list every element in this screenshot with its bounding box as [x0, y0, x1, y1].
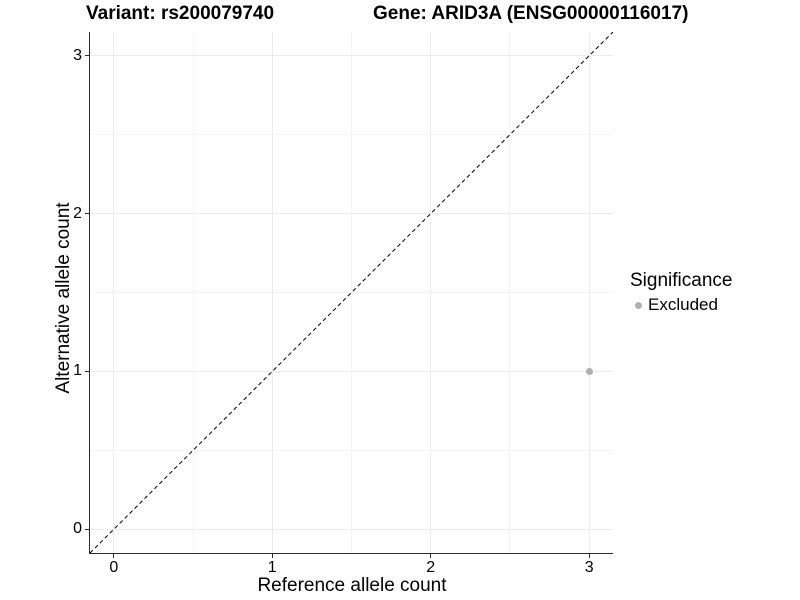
- y-axis-tick: [85, 370, 89, 372]
- legend: Significance Excluded: [630, 269, 732, 315]
- x-axis-tick: [430, 554, 432, 558]
- y-tick-label: 2: [73, 204, 82, 222]
- legend-item-excluded: Excluded: [630, 295, 732, 315]
- legend-dot-icon: [635, 301, 642, 309]
- major-gridline-horizontal: [90, 55, 613, 57]
- major-gridline-vertical: [113, 32, 115, 553]
- x-tick-label: 0: [109, 559, 119, 576]
- legend-title: Significance: [630, 270, 733, 291]
- major-gridline-horizontal: [90, 213, 613, 215]
- y-axis-line: [89, 32, 90, 554]
- minor-gridline-horizontal: [90, 292, 613, 293]
- plot-panel: [89, 32, 613, 554]
- x-tick-label: 3: [584, 559, 594, 576]
- y-axis-title: Alternative allele count: [53, 202, 74, 394]
- minor-gridline-horizontal: [90, 449, 613, 451]
- minor-gridline-horizontal: [90, 134, 613, 136]
- plot-title-variant: Variant: rs200079740: [86, 3, 275, 24]
- x-axis-tick: [271, 554, 273, 558]
- y-tick-label: 0: [73, 520, 82, 538]
- identity-reference-line: [90, 32, 613, 553]
- x-axis-tick: [113, 554, 115, 558]
- major-gridline-vertical: [271, 32, 273, 553]
- major-gridline-horizontal: [90, 528, 613, 530]
- y-tick-label: 3: [73, 46, 82, 64]
- y-axis-tick: [85, 528, 89, 530]
- major-gridline-vertical: [588, 32, 590, 553]
- major-gridline-horizontal: [90, 370, 613, 372]
- x-tick-label: 1: [267, 559, 277, 576]
- plot-title-gene: Gene: ARID3A (ENSG00000116017): [373, 3, 689, 24]
- data-point-excluded: [585, 367, 593, 375]
- x-axis-title: Reference allele count: [257, 575, 447, 596]
- dashed-diagonal-line: [90, 32, 613, 553]
- y-axis-tick: [85, 213, 89, 215]
- x-axis-tick: [588, 554, 590, 558]
- y-tick-label: 1: [73, 362, 82, 380]
- legend-item-label: Excluded: [648, 295, 718, 314]
- major-gridline-vertical: [430, 32, 432, 553]
- x-axis-line: [89, 553, 613, 554]
- x-tick-label: 2: [426, 559, 436, 576]
- y-axis-tick: [85, 55, 89, 57]
